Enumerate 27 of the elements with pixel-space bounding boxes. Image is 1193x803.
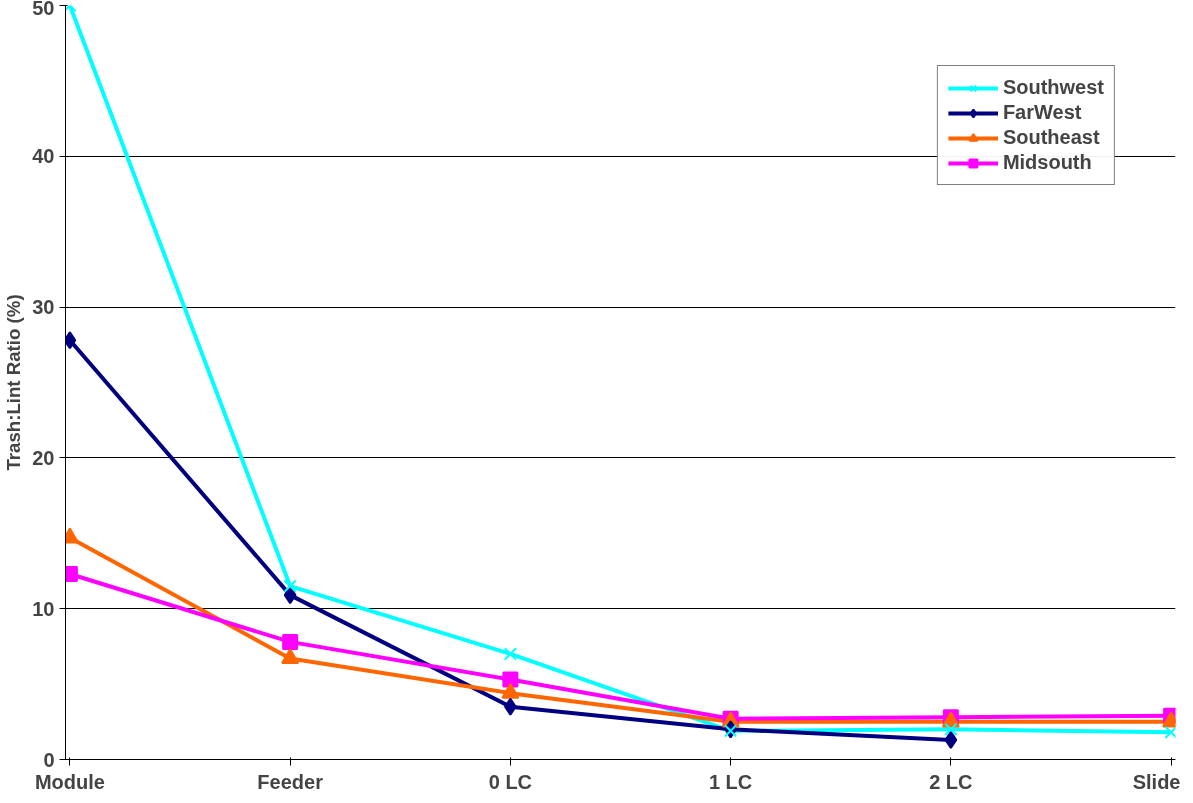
x-tick-label: Slide [1132, 770, 1181, 793]
x-tick-label: 1 LC [708, 770, 753, 793]
point [282, 633, 299, 650]
point [283, 586, 297, 605]
y-tick-label: 20 [32, 446, 55, 469]
legend-label: Southeast [1002, 126, 1100, 149]
point [283, 579, 297, 593]
legend-label: Southwest [1002, 76, 1104, 99]
point [502, 671, 519, 688]
y-tick-label: 30 [32, 296, 55, 319]
x-tick-label: Feeder [257, 770, 324, 793]
point [503, 647, 518, 661]
x-tick-label: 0 LC [488, 770, 533, 793]
y-tick-label: 0 [43, 748, 55, 771]
point [1164, 725, 1176, 740]
legend-label: Midsouth [1002, 151, 1092, 174]
x-tick-label: 2 LC [929, 770, 973, 793]
y-axis-title: Trash:Lint Ratio (%) [3, 294, 25, 471]
point [944, 730, 958, 749]
point [281, 648, 300, 665]
point [944, 722, 958, 736]
y-tick-label: 10 [32, 597, 55, 620]
x-tick-label: Module [34, 770, 105, 793]
point [723, 724, 738, 738]
y-tick-label: 50 [32, 0, 55, 19]
y-tick-label: 40 [32, 145, 55, 168]
legend-label: FarWest [1002, 101, 1082, 124]
